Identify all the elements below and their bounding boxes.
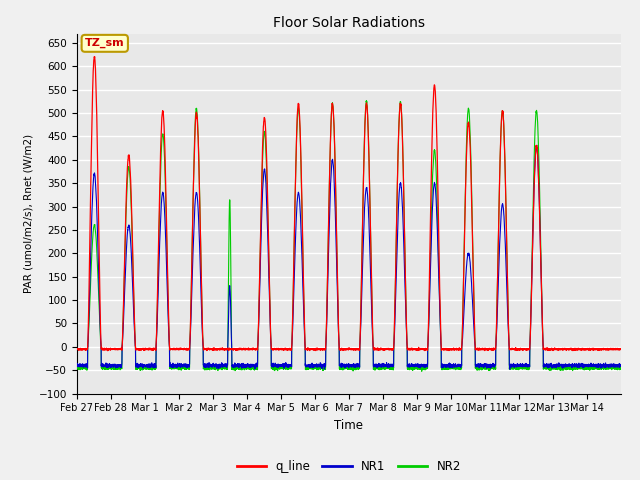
- X-axis label: Time: Time: [334, 419, 364, 432]
- Title: Floor Solar Radiations: Floor Solar Radiations: [273, 16, 425, 30]
- Legend: q_line, NR1, NR2: q_line, NR1, NR2: [232, 456, 465, 478]
- Y-axis label: PAR (umol/m2/s), Rnet (W/m2): PAR (umol/m2/s), Rnet (W/m2): [23, 134, 33, 293]
- Text: TZ_sm: TZ_sm: [85, 38, 125, 48]
